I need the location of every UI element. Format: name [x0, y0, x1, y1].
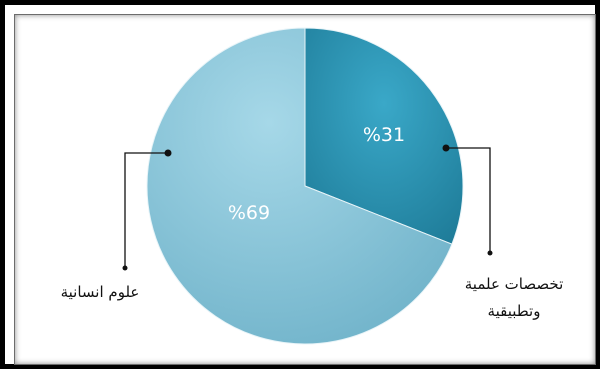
leader-line-scientific: [446, 147, 491, 253]
leader-line-humanities: [124, 152, 168, 268]
leader-end-dot-scientific: [487, 250, 493, 256]
slice-value-label-scientific: %31: [363, 124, 405, 146]
category-label-scientific-line2: وتطبيقية: [488, 302, 541, 320]
slice-value-label-humanities: %69: [228, 202, 270, 224]
leader-end-dot-humanities: [122, 265, 128, 271]
category-label-humanities: علوم انسانية: [61, 283, 140, 301]
category-label-scientific-line1: تخصصات علمية: [465, 275, 564, 293]
pie-slice-humanities: [146, 27, 453, 345]
pie-slice-scientific: [304, 27, 464, 245]
